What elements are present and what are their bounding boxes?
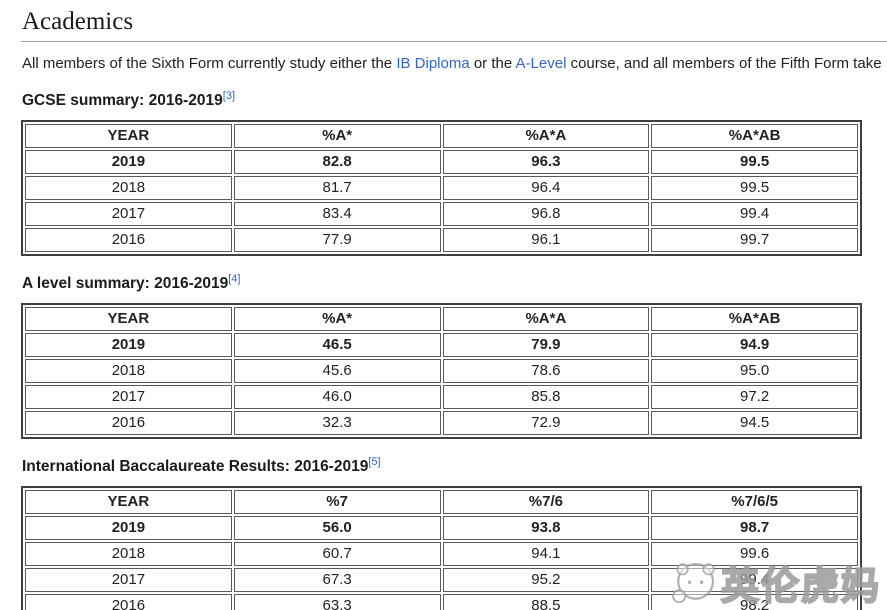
column-header-pct-astar-ab: %A*AB	[651, 307, 858, 332]
year-cell: 2018	[25, 542, 232, 567]
value-cell: 72.9	[442, 411, 650, 436]
year-cell: 2017	[25, 202, 232, 227]
value-cell: 85.8	[442, 385, 650, 410]
year-cell: 2018	[25, 359, 232, 384]
value-cell: 98.7	[651, 516, 858, 541]
intro-text-end: course, and all members of the Fifth For…	[566, 55, 882, 72]
column-header-year: YEAR	[25, 307, 232, 332]
column-header-pct-astar: %A*	[233, 307, 441, 332]
value-cell: 97.2	[651, 385, 858, 410]
column-header-pct-astar-a: %A*A	[442, 124, 650, 149]
value-cell: 77.9	[233, 228, 441, 253]
value-cell: 99.5	[651, 150, 858, 175]
value-cell: 46.0	[233, 385, 441, 410]
year-cell: 2019	[25, 150, 232, 175]
column-header-pct-7-6-5: %7/6/5	[651, 490, 858, 515]
page-title: Academics	[21, 8, 887, 42]
value-cell: 46.5	[233, 333, 441, 358]
table-row: 2019 46.5 79.9 94.9	[25, 333, 858, 358]
table-row: 2018 45.6 78.6 95.0	[25, 359, 858, 384]
table-row: 2019 56.0 93.8 98.7	[25, 516, 858, 541]
gcse-heading-text: GCSE summary: 2016-2019	[22, 92, 223, 110]
year-cell: 2017	[25, 385, 232, 410]
value-cell: 99.4	[651, 568, 858, 593]
column-header-pct-7-6: %7/6	[442, 490, 650, 515]
intro-paragraph: All members of the Sixth Form currently …	[22, 54, 887, 73]
value-cell: 96.1	[442, 228, 650, 253]
value-cell: 94.1	[442, 542, 650, 567]
value-cell: 99.5	[651, 176, 858, 201]
value-cell: 98.2	[651, 594, 858, 610]
table-row: 2016 32.3 72.9 94.5	[25, 411, 858, 436]
reference-3-link[interactable]: [3]	[222, 90, 235, 102]
year-cell: 2016	[25, 411, 232, 436]
value-cell: 60.7	[233, 542, 441, 567]
gcse-table: YEAR %A* %A*A %A*AB 2019 82.8 96.3 99.5 …	[21, 120, 862, 257]
ib-section-heading: International Baccalaureate Results: 201…	[22, 452, 862, 476]
value-cell: 93.8	[442, 516, 650, 541]
ib-diploma-link[interactable]: IB Diploma	[396, 55, 470, 72]
table-row: 2019 82.8 96.3 99.5	[25, 150, 858, 175]
value-cell: 45.6	[233, 359, 441, 384]
column-header-year: YEAR	[25, 124, 232, 149]
table-row: 2016 63.3 88.5 98.2	[25, 594, 858, 610]
reference-4-link[interactable]: [4]	[228, 273, 241, 286]
value-cell: 94.5	[651, 411, 858, 436]
gcse-section-heading: GCSE summary: 2016-2019[3]	[22, 86, 862, 110]
reference-5-link[interactable]: [5]	[368, 456, 381, 469]
alevel-section-heading: A level summary: 2016-2019[4]	[22, 269, 862, 293]
year-cell: 2017	[25, 568, 232, 593]
value-cell: 81.7	[233, 176, 441, 201]
value-cell: 67.3	[233, 568, 441, 593]
alevel-table: YEAR %A* %A*A %A*AB 2019 46.5 79.9 94.9 …	[21, 303, 862, 440]
year-cell: 2019	[25, 333, 232, 358]
value-cell: 83.4	[233, 202, 441, 227]
value-cell: 79.9	[442, 333, 650, 358]
value-cell: 88.5	[442, 594, 650, 610]
table-row: 2017 83.4 96.8 99.4	[25, 202, 858, 227]
ib-header-row: YEAR %7 %7/6 %7/6/5	[25, 490, 858, 515]
value-cell: 99.6	[651, 542, 858, 567]
column-header-pct-astar-ab: %A*AB	[651, 124, 858, 149]
table-row: 2018 81.7 96.4 99.5	[25, 176, 858, 201]
year-cell: 2019	[25, 516, 232, 541]
table-row: 2018 60.7 94.1 99.6	[25, 542, 858, 567]
value-cell: 96.3	[442, 150, 650, 175]
value-cell: 78.6	[442, 359, 650, 384]
value-cell: 95.2	[442, 568, 650, 593]
value-cell: 96.4	[442, 176, 650, 201]
value-cell: 94.9	[651, 333, 858, 358]
gcse-header-row: YEAR %A* %A*A %A*AB	[25, 124, 858, 149]
value-cell: 32.3	[233, 411, 441, 436]
year-cell: 2016	[25, 594, 232, 610]
value-cell: 82.8	[233, 150, 441, 175]
column-header-pct-astar: %A*	[233, 124, 441, 149]
value-cell: 63.3	[233, 594, 441, 610]
year-cell: 2018	[25, 176, 232, 201]
table-row: 2017 67.3 95.2 99.4	[25, 568, 858, 593]
a-level-link[interactable]: A-Level	[515, 55, 567, 72]
alevel-header-row: YEAR %A* %A*A %A*AB	[25, 307, 858, 332]
intro-text-mid: or the	[469, 55, 516, 72]
intro-text-start: All members of the Sixth Form currently …	[22, 55, 397, 72]
column-header-year: YEAR	[25, 490, 232, 515]
value-cell: 99.4	[651, 202, 858, 227]
year-cell: 2016	[25, 228, 232, 253]
value-cell: 96.8	[442, 202, 650, 227]
column-header-pct-astar-a: %A*A	[442, 307, 650, 332]
column-header-pct-7: %7	[233, 490, 441, 515]
ib-table: YEAR %7 %7/6 %7/6/5 2019 56.0 93.8 98.7 …	[21, 486, 862, 610]
value-cell: 99.7	[651, 228, 858, 253]
table-row: 2016 77.9 96.1 99.7	[25, 228, 858, 253]
table-row: 2017 46.0 85.8 97.2	[25, 385, 858, 410]
article-content: Academics All members of the Sixth Form …	[0, 8, 887, 610]
alevel-heading-text: A level summary: 2016-2019	[22, 275, 229, 293]
value-cell: 95.0	[651, 359, 858, 384]
ib-heading-text: International Baccalaureate Results: 201…	[22, 458, 369, 476]
value-cell: 56.0	[233, 516, 441, 541]
